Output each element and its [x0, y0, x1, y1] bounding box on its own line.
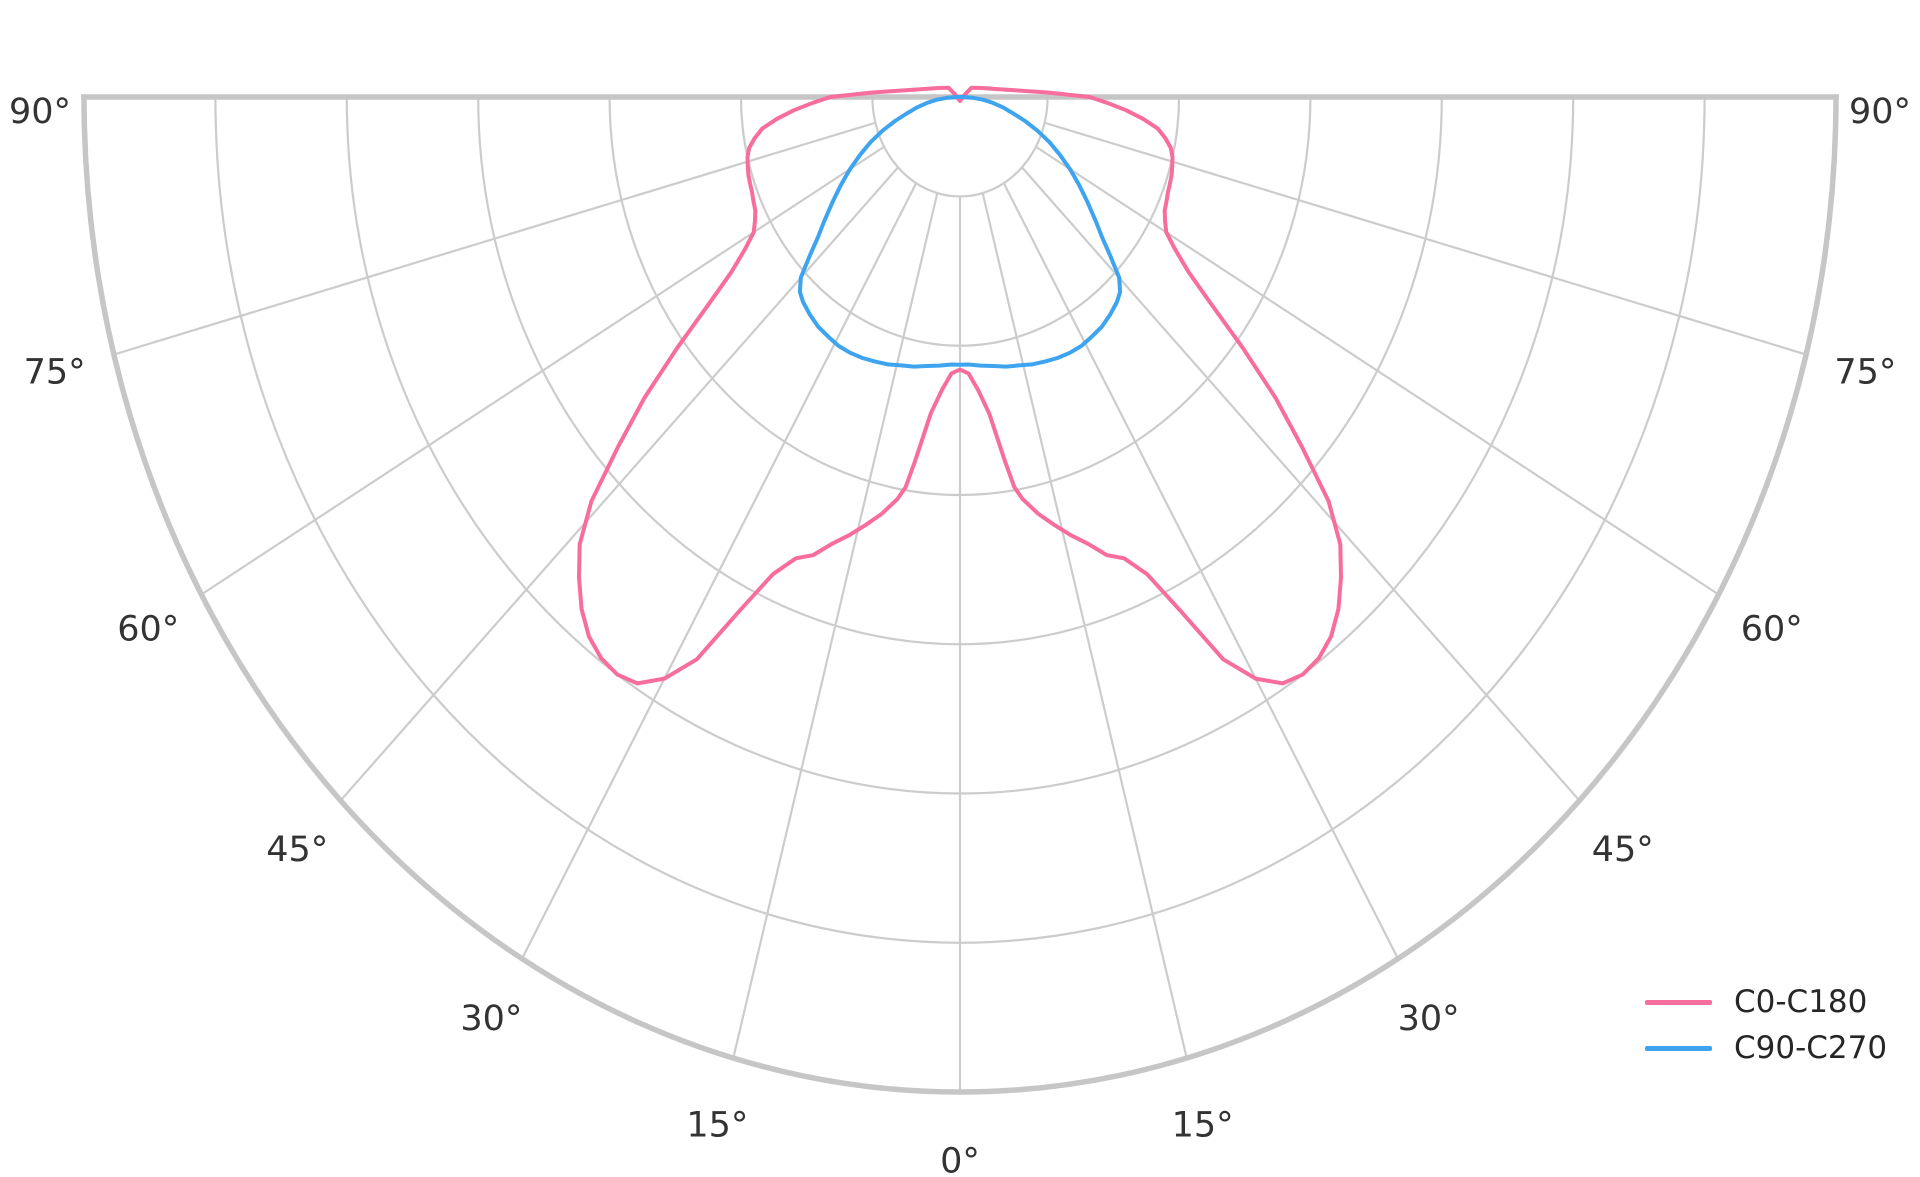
angle-gridline	[200, 145, 885, 596]
angle-gridline	[339, 166, 899, 802]
angle-gridline	[113, 121, 876, 356]
c0-c180-curve	[577, 85, 1343, 686]
angle-tick-label: 90°	[1849, 92, 1911, 132]
angle-tick-label: 75°	[1834, 353, 1896, 393]
angle-gridline	[732, 192, 939, 1059]
legend-item-c0-c180: C0-C180	[1645, 985, 1887, 1019]
c90-c270-curve	[797, 95, 1123, 369]
angle-gridline	[1021, 166, 1581, 802]
legend-label: C0-C180	[1734, 984, 1868, 1020]
angle-tick-label: 45°	[1592, 830, 1654, 870]
c0-c180-line-swatch	[1645, 999, 1712, 1005]
angle-tick-label: 90°	[9, 92, 71, 132]
angle-tick-label: 15°	[686, 1105, 748, 1145]
angle-gridline	[1002, 182, 1399, 960]
angle-gridline	[981, 192, 1188, 1059]
polar-grid-spokes	[113, 121, 1807, 1092]
angle-gridline	[521, 182, 918, 960]
angle-tick-label: 75°	[24, 353, 86, 393]
angle-gridline	[1044, 121, 1807, 356]
angle-tick-label: 30°	[1398, 999, 1460, 1039]
c90-c270-line-swatch	[1645, 1045, 1712, 1051]
angle-tick-label: 60°	[1741, 609, 1803, 649]
angle-tick-labels: 0° 15° 15° 30° 30° 45° 45° 60° 60° 75° 75° 90° 90°	[9, 92, 1911, 1177]
angle-tick-label: 45°	[266, 830, 328, 870]
legend: C0-C180 C90-C270	[1645, 985, 1887, 1065]
angle-tick-label: 30°	[460, 999, 522, 1039]
angle-tick-label: 0°	[940, 1142, 980, 1177]
legend-label: C90-C270	[1734, 1030, 1888, 1066]
angle-tick-label: 15°	[1172, 1105, 1234, 1145]
outer-rim-arc	[81, 97, 1839, 1095]
angle-tick-label: 60°	[117, 609, 179, 649]
intensity-curves	[577, 85, 1343, 686]
legend-item-c90-c270: C90-C270	[1645, 1031, 1887, 1065]
angle-gridline	[1035, 145, 1720, 596]
